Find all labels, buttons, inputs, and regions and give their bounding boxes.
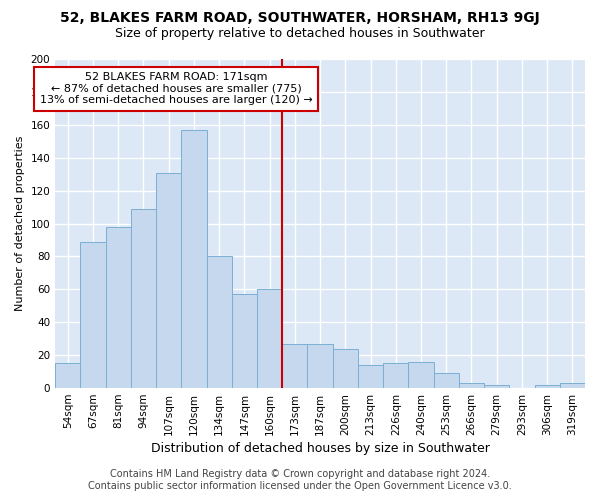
Bar	[409, 362, 434, 388]
Bar	[55, 364, 80, 388]
Bar	[156, 172, 181, 388]
Text: Contains HM Land Registry data © Crown copyright and database right 2024.
Contai: Contains HM Land Registry data © Crown c…	[88, 470, 512, 491]
Bar	[332, 348, 358, 388]
Bar	[257, 290, 282, 388]
Bar	[106, 227, 131, 388]
Bar	[232, 294, 257, 388]
Bar	[535, 385, 560, 388]
X-axis label: Distribution of detached houses by size in Southwater: Distribution of detached houses by size …	[151, 442, 490, 455]
Bar	[484, 385, 509, 388]
Bar	[459, 383, 484, 388]
Bar	[206, 256, 232, 388]
Bar	[282, 344, 307, 388]
Bar	[181, 130, 206, 388]
Text: 52 BLAKES FARM ROAD: 171sqm
← 87% of detached houses are smaller (775)
13% of se: 52 BLAKES FARM ROAD: 171sqm ← 87% of det…	[40, 72, 313, 106]
Bar	[307, 344, 332, 388]
Bar	[131, 208, 156, 388]
Text: Size of property relative to detached houses in Southwater: Size of property relative to detached ho…	[115, 28, 485, 40]
Bar	[434, 374, 459, 388]
Y-axis label: Number of detached properties: Number of detached properties	[15, 136, 25, 311]
Text: 52, BLAKES FARM ROAD, SOUTHWATER, HORSHAM, RH13 9GJ: 52, BLAKES FARM ROAD, SOUTHWATER, HORSHA…	[60, 11, 540, 25]
Bar	[383, 364, 409, 388]
Bar	[358, 365, 383, 388]
Bar	[80, 242, 106, 388]
Bar	[560, 383, 585, 388]
